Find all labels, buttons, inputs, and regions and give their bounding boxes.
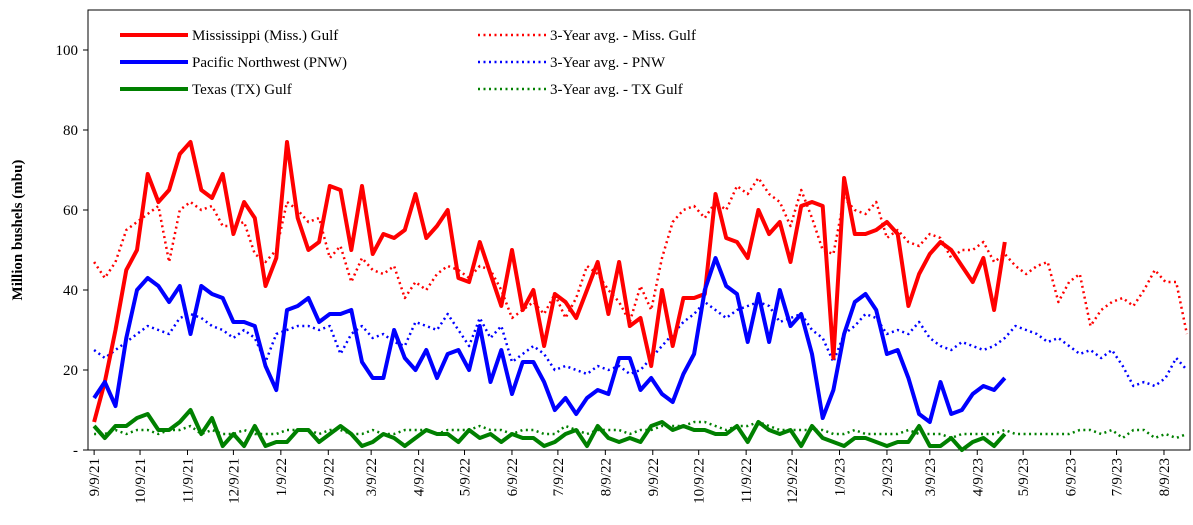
x-tick-label: 7/9/22 <box>551 458 567 496</box>
x-tick-label: 8/9/22 <box>598 458 614 496</box>
y-tick-label: 20 <box>63 363 78 379</box>
x-tick-label: 4/9/23 <box>970 458 986 496</box>
x-tick-label: 3/9/22 <box>364 458 380 496</box>
legend-label: Texas (TX) Gulf <box>192 82 292 98</box>
x-tick-label: 6/9/23 <box>1064 458 1080 496</box>
x-tick-label: 5/9/22 <box>458 458 474 496</box>
x-tick-label: 5/9/23 <box>1016 458 1032 496</box>
legend-label: 3-Year avg. - Miss. Gulf <box>550 28 696 44</box>
x-tick-label: 6/9/22 <box>505 458 521 496</box>
x-tick-label: 2/9/22 <box>321 458 337 496</box>
y-tick-label: - <box>73 443 78 459</box>
x-tick-label: 12/9/21 <box>226 458 242 504</box>
x-tick-label: 3/9/23 <box>923 458 939 496</box>
legend-label: Pacific Northwest (PNW) <box>192 55 347 71</box>
legend-label: Mississippi (Miss.) Gulf <box>192 28 338 44</box>
legend-label: 3-Year avg. - TX Gulf <box>550 82 683 98</box>
x-tick-label: 9/9/21 <box>87 458 103 496</box>
series-line <box>92 140 1007 423</box>
y-tick-label: 40 <box>63 283 78 299</box>
x-tick-label: 2/9/23 <box>880 458 896 496</box>
average-line <box>94 420 1188 440</box>
x-tick-label: 10/9/21 <box>133 458 149 504</box>
y-tick-label: 100 <box>56 43 79 59</box>
x-tick-label: 1/9/22 <box>274 458 290 496</box>
series-line <box>92 256 1007 424</box>
plot-frame <box>87 9 1191 451</box>
x-tick-label: 10/9/22 <box>692 458 708 504</box>
legend-label: 3-Year avg. - PNW <box>550 55 666 71</box>
x-tick-label: 11/9/22 <box>739 458 755 503</box>
x-tick-label: 1/9/23 <box>833 458 849 496</box>
y-tick-label: 60 <box>63 203 78 219</box>
x-tick-label: 11/9/21 <box>180 458 196 503</box>
series-line <box>92 408 1007 452</box>
y-tick-label: 80 <box>63 123 78 139</box>
x-tick-label: 4/9/22 <box>412 458 428 496</box>
average-line <box>93 176 1189 335</box>
y-axis-label: Million bushels (mbu) <box>10 160 26 301</box>
average-line <box>93 300 1188 388</box>
x-tick-label: 7/9/23 <box>1110 458 1126 496</box>
x-tick-label: 12/9/22 <box>785 458 801 504</box>
x-tick-label: 8/9/23 <box>1157 458 1173 496</box>
x-tick-label: 9/9/22 <box>646 458 662 496</box>
